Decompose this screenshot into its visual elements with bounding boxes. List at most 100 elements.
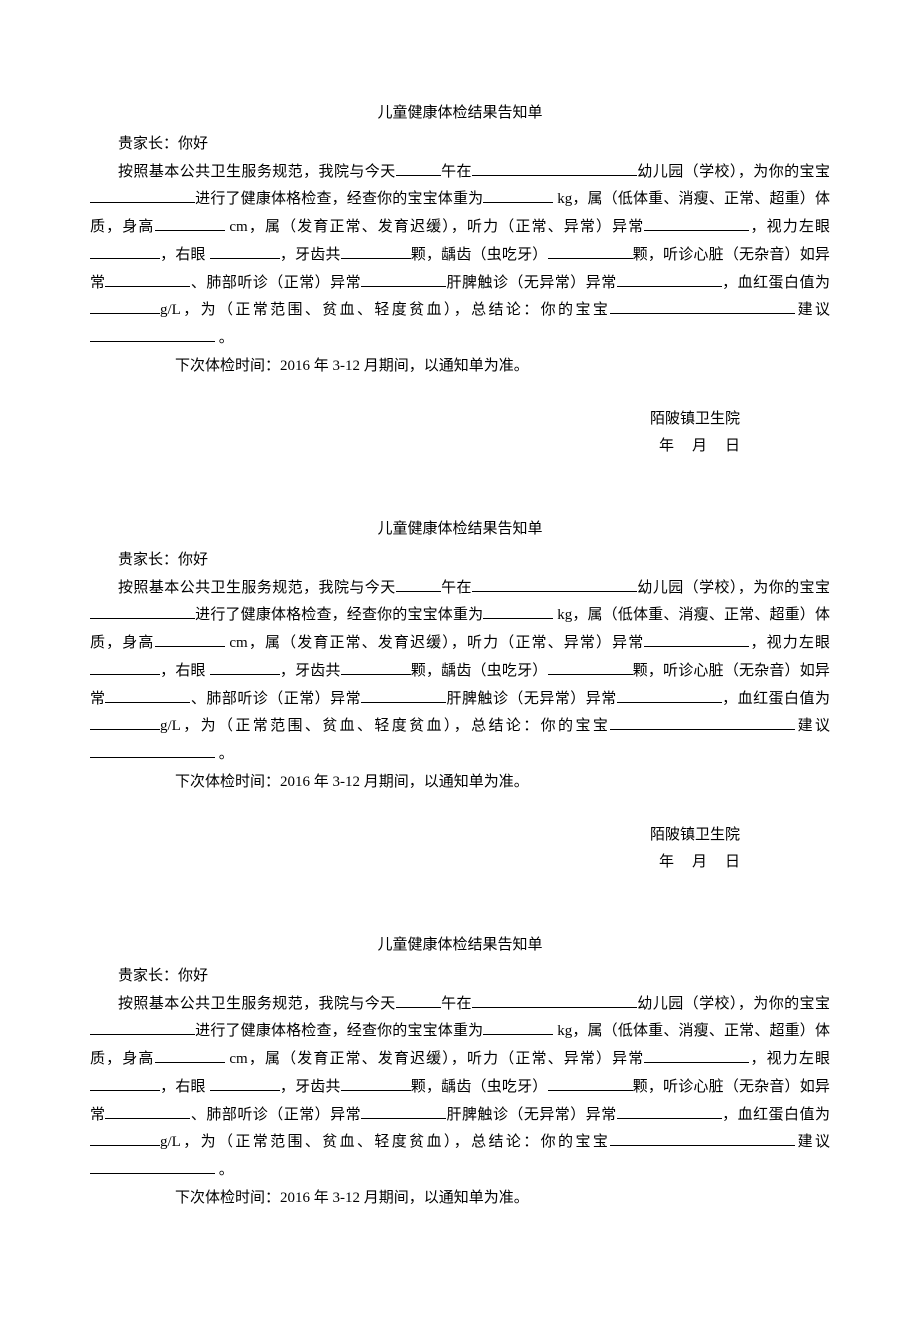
blank-height[interactable] (155, 1048, 225, 1063)
text-4b: ，视力左眼 (749, 635, 830, 651)
blank-liver[interactable] (617, 1104, 722, 1119)
blank-conclusion[interactable] (610, 1131, 795, 1146)
blank-right-eye[interactable] (210, 1076, 280, 1091)
text-4c: ， (160, 1079, 175, 1095)
blank-left-eye[interactable] (90, 244, 160, 259)
text-7c: g/L，为（正常范围、贫血、轻 (160, 718, 392, 734)
blank-suggestion[interactable] (90, 327, 215, 342)
sig-month: 月 (692, 854, 707, 870)
blank-hearing[interactable] (644, 632, 749, 647)
sig-date: 年月日 (90, 433, 740, 461)
signature-block: 陌陂镇卫生院 年月日 (90, 822, 830, 878)
text-8c: 。 (215, 746, 234, 762)
blank-weight[interactable] (483, 188, 553, 203)
text-2b: 进行了健康体格检查，经查你的宝宝体 (195, 607, 453, 623)
blank-lung[interactable] (361, 688, 446, 703)
text-5d: 颗，听诊心脏 (633, 663, 724, 679)
text-1b: 午在 (441, 164, 472, 180)
blank-conclusion[interactable] (610, 715, 795, 730)
text-4c: ， (160, 663, 175, 679)
blank-heart[interactable] (105, 688, 190, 703)
body-text: 按照基本公共卫生服务规范，我院与今天午在幼儿园（学校），为你的宝宝进行了健康体格… (90, 575, 830, 769)
blank-hemoglobin[interactable] (90, 1131, 160, 1146)
blank-lung[interactable] (361, 272, 446, 287)
blank-cavities[interactable] (548, 244, 633, 259)
blank-teeth[interactable] (341, 244, 411, 259)
text-3c: cm， (225, 1051, 265, 1067)
text-1c: 幼 (637, 580, 653, 596)
text-4a: 属（发育正常、发育迟缓），听力（正常、异常）异常 (265, 1051, 644, 1067)
blank-right-eye[interactable] (210, 244, 280, 259)
text-7a: 异常）异常 (539, 691, 616, 707)
text-6b: 、肺部听诊（正常）异常 (190, 275, 361, 291)
blank-ampm[interactable] (396, 577, 441, 592)
blank-ampm[interactable] (396, 993, 441, 1008)
form-title: 儿童健康体检结果告知单 (90, 100, 830, 128)
text-4b: ，视力左眼 (749, 1051, 830, 1067)
blank-weight[interactable] (483, 604, 553, 619)
blank-baby-name[interactable] (90, 188, 195, 203)
sig-year: 年 (659, 854, 674, 870)
blank-teeth[interactable] (341, 660, 411, 675)
next-check: 下次体检时间：2016 年 3-12 月期间，以通知单为准。 (175, 353, 830, 381)
blank-teeth[interactable] (341, 1076, 411, 1091)
text-5b: ，牙齿共 (280, 1079, 341, 1095)
blank-right-eye[interactable] (210, 660, 280, 675)
text-8a: 度贫血），总结论：你的宝宝 (392, 302, 610, 318)
text-3a: 重为 (453, 1023, 483, 1039)
blank-location[interactable] (472, 161, 637, 176)
text-2a: 儿园（学校），为你的宝宝 (653, 164, 830, 180)
blank-liver[interactable] (617, 688, 722, 703)
blank-height[interactable] (155, 632, 225, 647)
blank-hearing[interactable] (644, 216, 749, 231)
blank-height[interactable] (155, 216, 225, 231)
body-text: 按照基本公共卫生服务规范，我院与今天午在幼儿园（学校），为你的宝宝进行了健康体格… (90, 991, 830, 1185)
blank-hearing[interactable] (644, 1048, 749, 1063)
text-2a: 儿园（学校），为你的宝宝 (653, 996, 830, 1012)
blank-hemoglobin[interactable] (90, 715, 160, 730)
text-3c: cm， (225, 219, 265, 235)
text-5a: 右眼 (175, 1079, 209, 1095)
text-5d: 颗，听诊心脏 (633, 247, 724, 263)
text-3a: 重为 (453, 607, 483, 623)
blank-suggestion[interactable] (90, 743, 215, 758)
text-1a: 按照基本公共卫生服务规范，我院与今天 (118, 996, 396, 1012)
blank-location[interactable] (472, 993, 637, 1008)
blank-cavities[interactable] (548, 1076, 633, 1091)
form-section-3: 儿童健康体检结果告知单 贵家长：你好 按照基本公共卫生服务规范，我院与今天午在幼… (90, 932, 830, 1213)
blank-hemoglobin[interactable] (90, 299, 160, 314)
text-7a: 异常）异常 (539, 275, 616, 291)
text-1a: 按照基本公共卫生服务规范，我院与今天 (118, 164, 396, 180)
blank-left-eye[interactable] (90, 1076, 160, 1091)
blank-heart[interactable] (105, 272, 190, 287)
blank-weight[interactable] (483, 1020, 553, 1035)
blank-suggestion[interactable] (90, 1159, 215, 1174)
text-3c: cm， (225, 635, 265, 651)
sig-org: 陌陂镇卫生院 (90, 406, 740, 434)
text-8c: 。 (215, 1162, 234, 1178)
blank-left-eye[interactable] (90, 660, 160, 675)
sig-org: 陌陂镇卫生院 (90, 822, 740, 850)
blank-liver[interactable] (617, 272, 722, 287)
blank-lung[interactable] (361, 1104, 446, 1119)
text-6c: 肝脾触诊（无 (446, 691, 539, 707)
blank-baby-name[interactable] (90, 1020, 195, 1035)
text-8b: 建议 (795, 718, 830, 734)
text-7c: g/L，为（正常范围、贫血、轻 (160, 302, 392, 318)
text-7b: ，血红蛋白值为 (722, 691, 830, 707)
blank-cavities[interactable] (548, 660, 633, 675)
next-check: 下次体检时间：2016 年 3-12 月期间，以通知单为准。 (175, 1185, 830, 1213)
text-6b: 、肺部听诊（正常）异常 (190, 691, 361, 707)
text-8b: 建议 (795, 302, 830, 318)
blank-baby-name[interactable] (90, 604, 195, 619)
text-4c: ， (160, 247, 175, 263)
blank-location[interactable] (472, 577, 637, 592)
blank-conclusion[interactable] (610, 299, 795, 314)
text-5c: 颗，龋齿（虫吃牙） (411, 247, 548, 263)
form-section-1: 儿童健康体检结果告知单 贵家长：你好 按照基本公共卫生服务规范，我院与今天午在幼… (90, 100, 830, 461)
blank-ampm[interactable] (396, 161, 441, 176)
text-7c: g/L，为（正常范围、贫血、轻 (160, 1134, 392, 1150)
blank-heart[interactable] (105, 1104, 190, 1119)
text-4a: 属（发育正常、发育迟缓），听力（正常、异常）异常 (265, 635, 644, 651)
text-6b: 、肺部听诊（正常）异常 (190, 1107, 361, 1123)
